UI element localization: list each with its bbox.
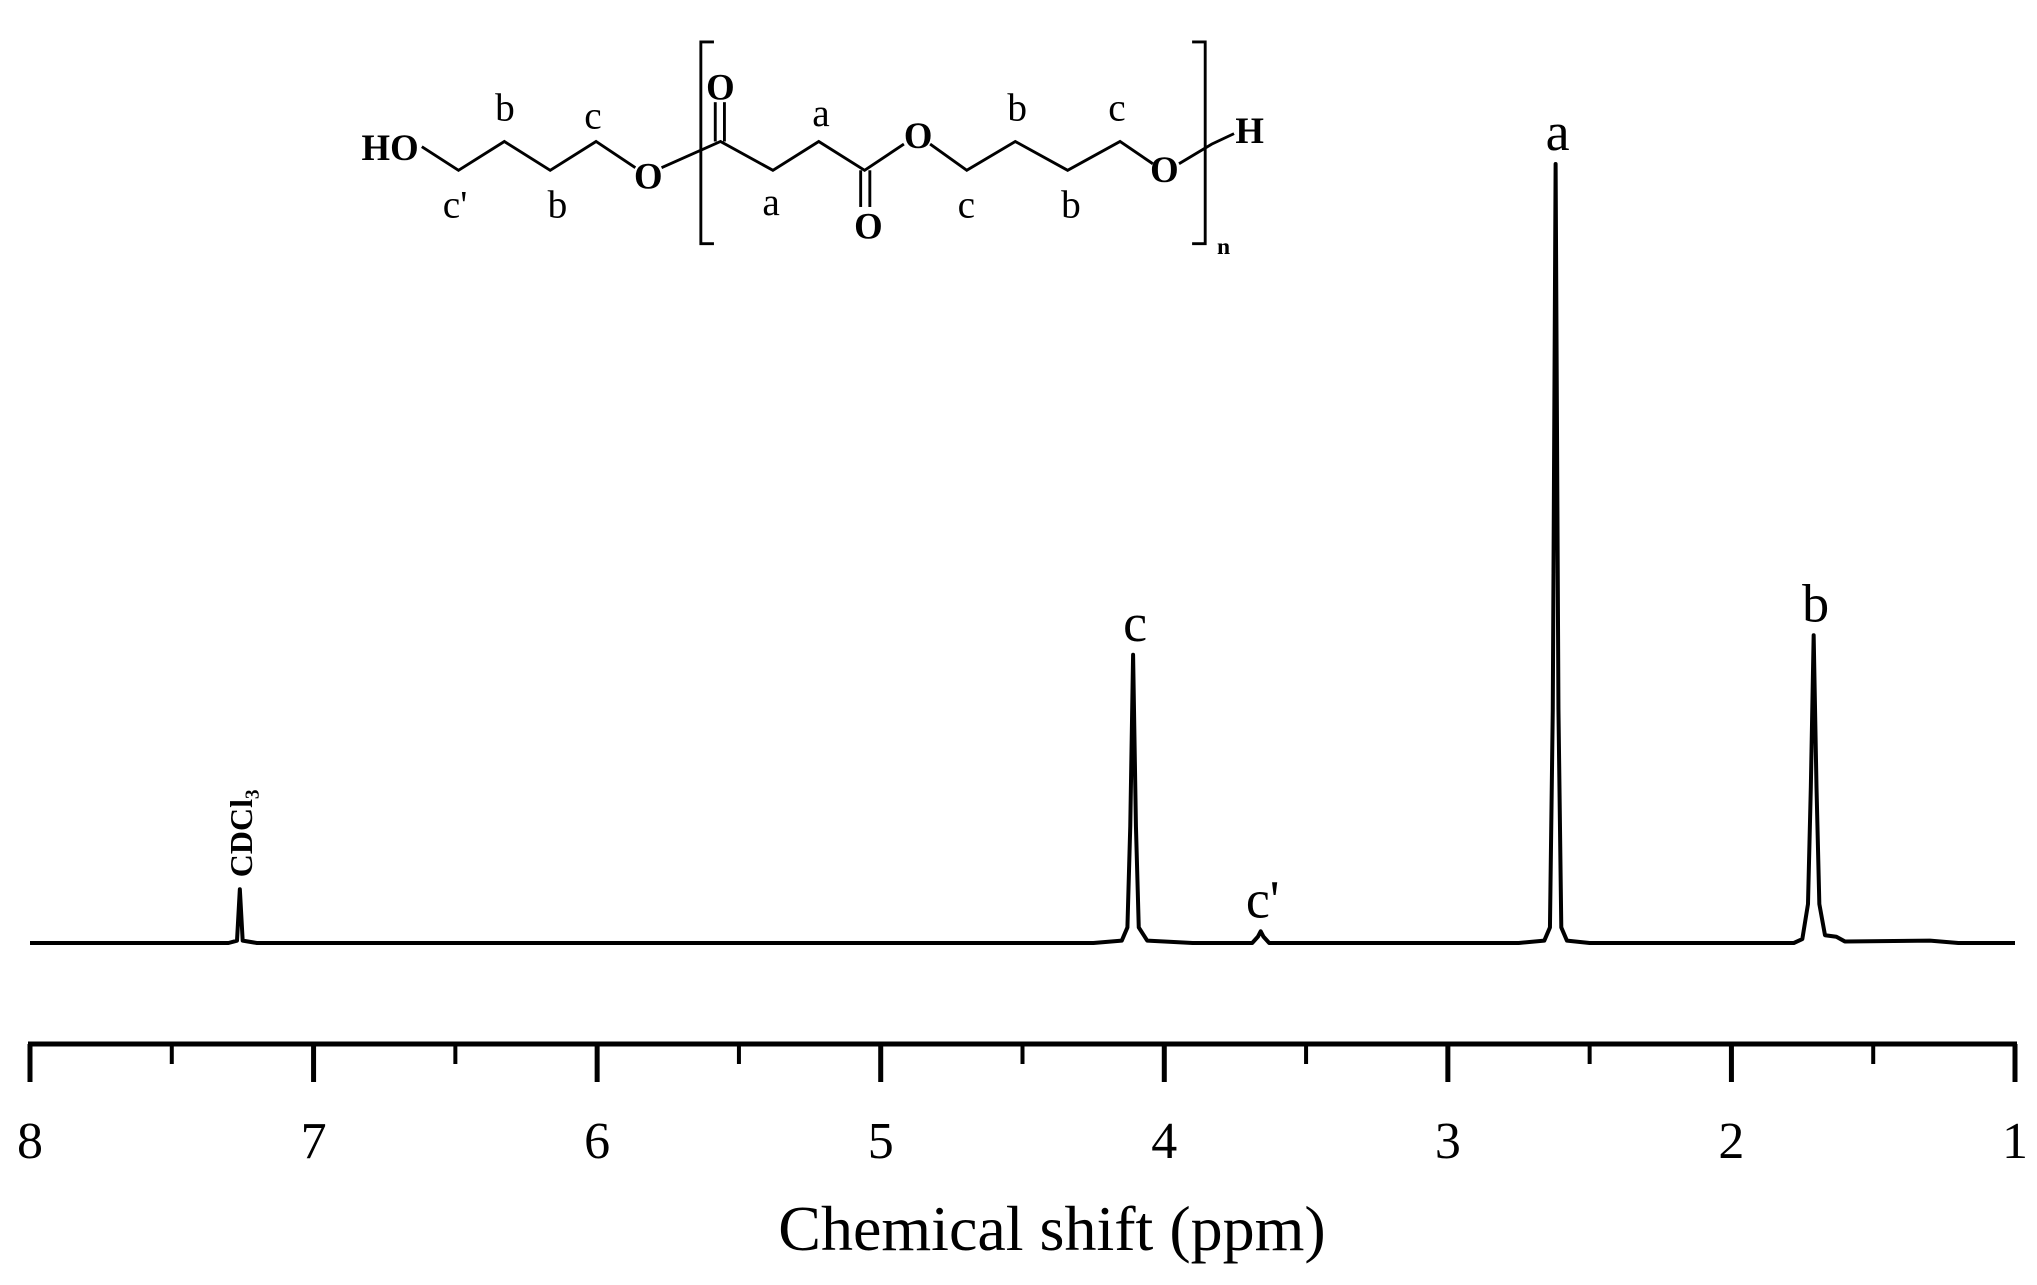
structure-label: a (812, 91, 829, 135)
bond (1178, 132, 1235, 165)
bracket (699, 40, 714, 246)
structure-label: b (1061, 182, 1081, 226)
structure-label: O (854, 205, 883, 246)
structure-label: O (1150, 149, 1179, 190)
structure-label: n (1217, 234, 1230, 260)
peak-label: b (1802, 573, 1829, 633)
x-tick-label: 8 (17, 1113, 43, 1170)
structure-label: c' (443, 182, 468, 226)
structure-label: c (1108, 86, 1125, 130)
x-tick-label: 1 (2002, 1113, 2028, 1170)
structure-label: O (634, 156, 663, 197)
x-tick-label: 4 (1151, 1113, 1177, 1170)
x-tick-label: 7 (301, 1113, 327, 1170)
peak-label: a (1546, 102, 1570, 162)
structure-label: a (762, 180, 779, 224)
x-tick-label: 3 (1435, 1113, 1461, 1170)
spectrum-line (30, 162, 2015, 945)
structure-label: b (495, 86, 515, 130)
bond (421, 139, 637, 173)
peak-label: c' (1246, 869, 1280, 929)
structure-label: c (958, 182, 975, 226)
structure-label: O (706, 67, 735, 108)
structure: HO b c c' b O O a a O O b c c b O H n (362, 40, 1264, 260)
x-tick-label: 5 (868, 1113, 894, 1170)
bond (929, 139, 1154, 173)
structure-label: b (548, 182, 568, 226)
structure-label: O (904, 115, 933, 156)
x-tick-label: 2 (1718, 1113, 1744, 1170)
x-tick-label: 6 (584, 1113, 610, 1170)
bond (660, 139, 905, 173)
structure-label: b (1007, 86, 1027, 130)
structure-label: c (584, 93, 601, 137)
bracket (1192, 40, 1207, 246)
structure-label: HO (362, 127, 419, 168)
x-axis-title: Chemical shift (ppm) (778, 1193, 1325, 1264)
peak-label: CDCl₃ (223, 789, 259, 877)
peak-label: c (1123, 593, 1147, 653)
structure-label: H (1235, 110, 1264, 151)
